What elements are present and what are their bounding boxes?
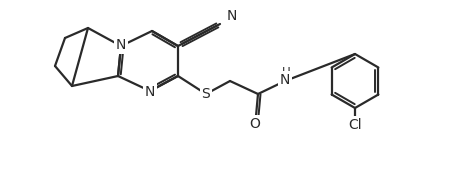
Text: N: N — [227, 9, 237, 23]
Text: S: S — [202, 87, 211, 101]
Text: N: N — [116, 38, 126, 52]
Text: H: H — [282, 65, 290, 78]
Text: Cl: Cl — [348, 118, 362, 132]
Text: O: O — [250, 117, 261, 131]
Text: N: N — [145, 85, 155, 99]
Text: N: N — [280, 73, 290, 87]
